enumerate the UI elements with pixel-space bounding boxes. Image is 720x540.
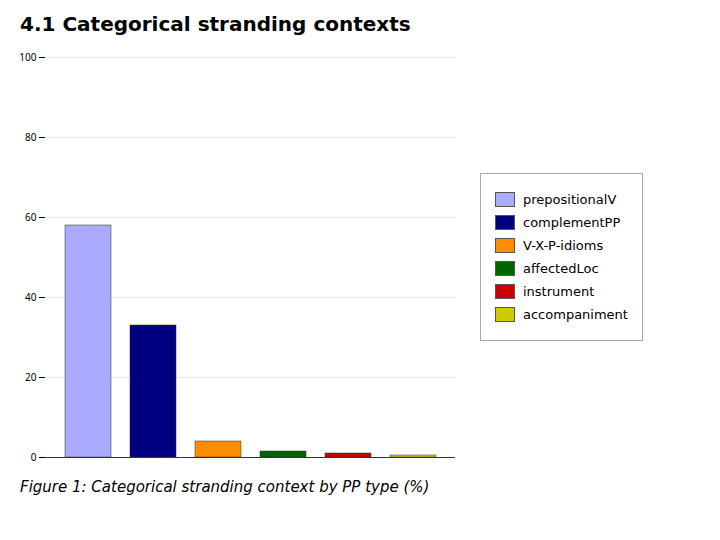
html-text:prepositionalV: prepositionalV — [523, 192, 617, 207]
html-text:affectedLoc: affectedLoc — [523, 261, 599, 276]
svg-text:0: 0 — [31, 450, 37, 464]
html-text:instrument: instrument — [523, 284, 595, 299]
svg-text:80: 80 — [25, 130, 37, 144]
html-text:V-X-P-idioms: V-X-P-idioms — [523, 238, 604, 253]
svg-text:40: 40 — [25, 290, 37, 304]
html-text:Figure 1: Categorical strandin: Figure 1: Categorical stranding context … — [20, 478, 430, 496]
svg-text:60: 60 — [25, 210, 37, 224]
html-text:4.1 Categorical stranding cont: 4.1 Categorical stranding contexts — [20, 12, 411, 36]
svg-text:20: 20 — [25, 370, 37, 384]
html-text:accompaniment: accompaniment — [523, 307, 628, 322]
svg-text:100: 100 — [19, 50, 36, 64]
html-text:complementPP: complementPP — [523, 215, 621, 230]
